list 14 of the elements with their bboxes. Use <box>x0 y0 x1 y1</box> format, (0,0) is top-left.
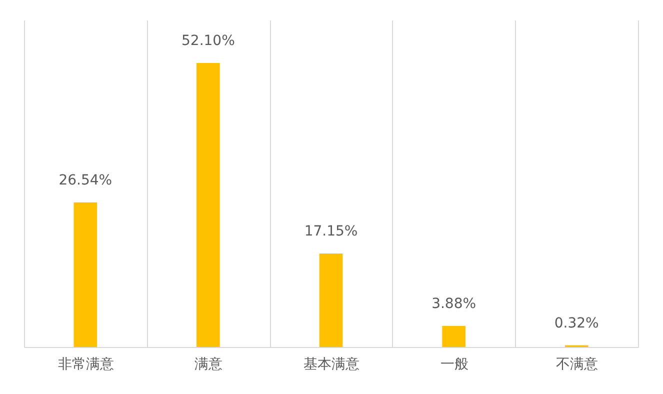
bar <box>442 326 466 347</box>
x-tick-label: 满意 <box>194 356 223 372</box>
data-label: 17.15% <box>304 224 358 240</box>
bar <box>319 254 343 347</box>
x-tick-label: 一般 <box>440 356 468 372</box>
bar <box>74 202 98 347</box>
x-tick-label: 基本满意 <box>304 356 360 372</box>
data-label: 3.88% <box>432 296 476 312</box>
data-label: 26.54% <box>58 172 112 188</box>
data-label: 52.10% <box>182 33 235 50</box>
data-label: 0.32% <box>554 315 599 332</box>
bar <box>196 63 220 347</box>
x-tick-label: 非常满意 <box>58 356 114 372</box>
x-tick-label: 不满意 <box>556 356 598 372</box>
